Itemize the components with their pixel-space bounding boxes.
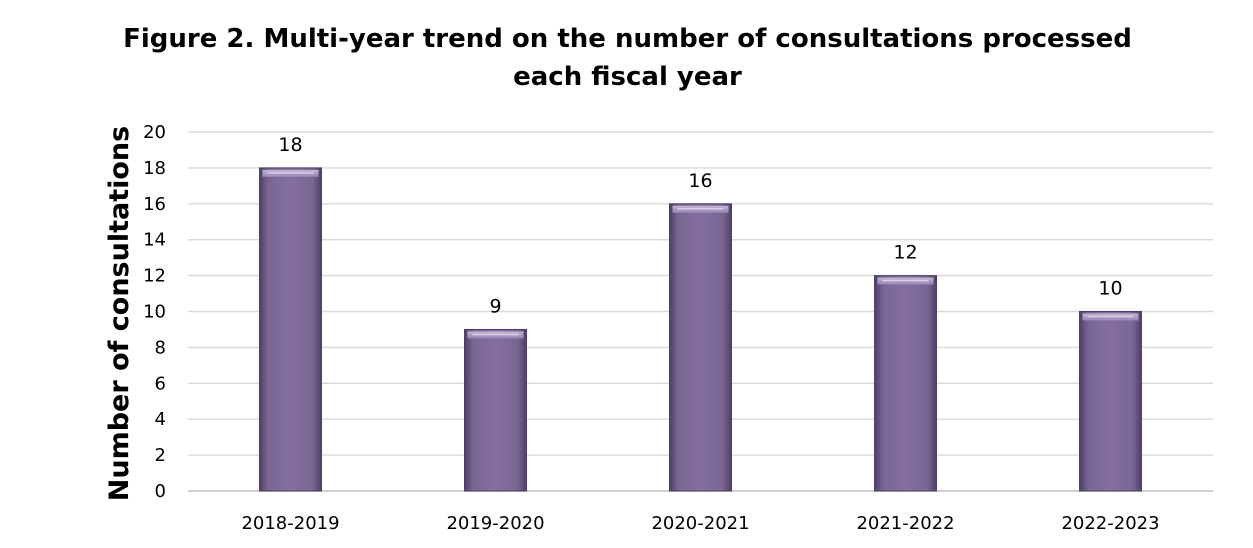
labels: 0 2 4 6 8 10 12 14 16 18 20 Number of consultations… xyxy=(104,122,1160,534)
y-tick-label: 20 xyxy=(143,122,166,143)
y-tick-label: 4 xyxy=(155,409,166,430)
x-tick-label: 2022-2023 xyxy=(1061,513,1159,534)
bar-group xyxy=(464,328,527,492)
x-tick-label: 2019-2020 xyxy=(446,513,544,534)
data-label: 16 xyxy=(688,170,712,192)
bar-group xyxy=(1079,311,1142,492)
y-tick-label: 12 xyxy=(143,266,166,287)
data-label: 18 xyxy=(278,134,302,156)
bar xyxy=(669,203,732,492)
bar-group xyxy=(259,167,322,492)
bar xyxy=(259,167,322,492)
bars xyxy=(259,167,1142,492)
y-tick-label: 6 xyxy=(155,373,166,394)
chart-title: Figure 2. Multi-year trend on the number… xyxy=(123,24,1132,92)
bar-group xyxy=(874,275,937,492)
y-tick-label: 8 xyxy=(155,337,166,358)
data-label: 9 xyxy=(489,295,501,317)
bar xyxy=(874,275,937,492)
x-tick-label: 2021-2022 xyxy=(856,513,954,534)
x-tick-label: 2020-2021 xyxy=(651,513,749,534)
x-tick-label: 2018-2019 xyxy=(241,513,339,534)
data-label: 10 xyxy=(1098,278,1122,300)
y-tick-label: 10 xyxy=(143,302,166,323)
bar xyxy=(464,328,527,492)
data-label: 12 xyxy=(893,242,917,264)
y-tick-label: 16 xyxy=(143,194,166,215)
bar xyxy=(1079,311,1142,492)
y-tick-label: 2 xyxy=(155,445,166,466)
bar-group xyxy=(669,203,732,492)
y-axis-title: Number of consultations xyxy=(104,126,135,501)
y-tick-label: 0 xyxy=(155,481,166,502)
y-tick-label: 18 xyxy=(143,158,166,179)
y-tick-label: 14 xyxy=(143,230,166,251)
